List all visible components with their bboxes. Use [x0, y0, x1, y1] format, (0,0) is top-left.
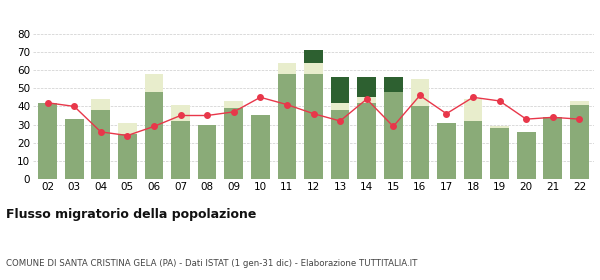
Bar	[304, 63, 323, 74]
Bar	[544, 117, 562, 179]
Bar	[118, 134, 137, 179]
Bar	[570, 104, 589, 179]
Bar	[65, 119, 83, 179]
Bar	[410, 106, 429, 179]
Bar	[224, 101, 243, 108]
Bar	[304, 74, 323, 179]
Bar	[304, 50, 323, 63]
Text: COMUNE DI SANTA CRISTINA GELA (PA) - Dati ISTAT (1 gen-31 dic) - Elaborazione TU: COMUNE DI SANTA CRISTINA GELA (PA) - Dat…	[6, 259, 418, 268]
Text: Flusso migratorio della popolazione: Flusso migratorio della popolazione	[6, 208, 256, 221]
Bar	[358, 103, 376, 179]
Bar	[464, 99, 482, 121]
Bar	[198, 125, 217, 179]
Bar	[384, 77, 403, 92]
Bar	[570, 101, 589, 104]
Bar	[331, 77, 349, 103]
Bar	[490, 128, 509, 179]
Bar	[171, 121, 190, 179]
Bar	[358, 77, 376, 97]
Bar	[91, 99, 110, 110]
Bar	[278, 74, 296, 179]
Bar	[464, 121, 482, 179]
Bar	[437, 123, 456, 179]
Bar	[410, 79, 429, 106]
Bar	[118, 123, 137, 134]
Bar	[331, 110, 349, 179]
Bar	[278, 63, 296, 74]
Bar	[224, 108, 243, 179]
Bar	[384, 92, 403, 179]
Bar	[331, 103, 349, 110]
Legend: Iscritti (da altri comuni), Iscritti (dall'estero), Iscritti (altri), Cancellati: Iscritti (da altri comuni), Iscritti (da…	[79, 0, 548, 1]
Bar	[517, 132, 536, 179]
Bar	[38, 103, 57, 179]
Bar	[358, 97, 376, 103]
Bar	[145, 92, 163, 179]
Bar	[91, 110, 110, 179]
Bar	[171, 104, 190, 121]
Bar	[251, 115, 269, 179]
Bar	[145, 74, 163, 92]
Bar	[490, 127, 509, 128]
